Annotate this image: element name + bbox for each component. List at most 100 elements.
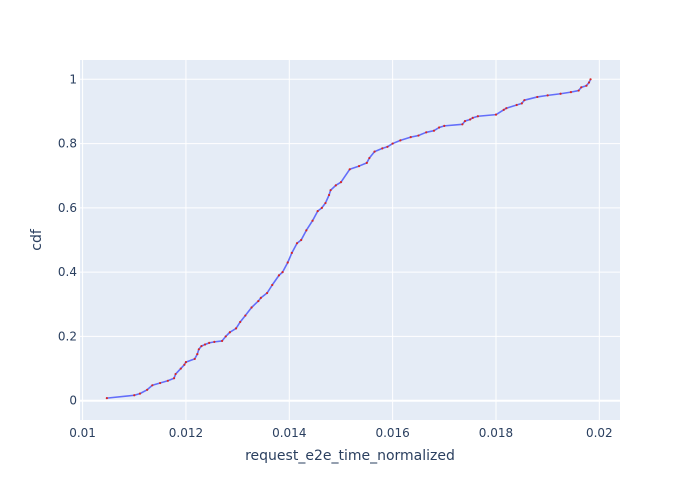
cdf-point [546, 94, 549, 97]
y-tick-label: 0.6 [58, 201, 77, 215]
cdf-point [320, 206, 323, 209]
series-layer [105, 78, 592, 400]
cdf-point [257, 299, 260, 303]
y-axis-ticks: 0 0.2 0.4 0.6 0.8 1 [58, 72, 77, 407]
cdf-point [520, 102, 523, 105]
cdf-point [589, 78, 592, 81]
cdf-point [585, 84, 588, 87]
cdf-point [339, 181, 343, 184]
cdf-point [138, 392, 142, 395]
cdf-point [327, 193, 331, 197]
cdf-point [200, 344, 203, 348]
cdf-point [174, 372, 177, 376]
cdf-point [463, 119, 467, 123]
cdf-point [443, 124, 446, 127]
cdf-point [183, 363, 186, 366]
cdf-point [196, 353, 199, 356]
cdf-point [399, 139, 402, 142]
cdf-point [461, 123, 464, 126]
cdf-point [569, 91, 573, 94]
cdf-point [105, 397, 108, 400]
cdf-point [172, 377, 176, 380]
cdf-point [432, 129, 436, 132]
cdf-point [133, 394, 136, 397]
cdf-point [234, 327, 238, 330]
cdf-point [159, 381, 162, 385]
cdf-point [179, 367, 182, 370]
x-tick-label: 0.014 [272, 426, 306, 440]
cdf-point [295, 242, 299, 245]
y-tick-label: 0.2 [58, 329, 77, 343]
cdf-point [469, 118, 472, 121]
cdf-point [587, 81, 591, 84]
cdf-point [536, 95, 539, 99]
cdf-point [357, 164, 361, 168]
cdf-point [368, 156, 371, 160]
y-tick-label: 0.8 [58, 137, 77, 151]
cdf-point [409, 136, 412, 139]
x-axis-ticks: 0.01 0.012 0.014 0.016 0.018 0.02 [69, 426, 612, 440]
cdf-point [221, 339, 224, 343]
y-tick-label: 0 [69, 394, 77, 408]
cdf-point [523, 99, 526, 102]
cdf-point [348, 168, 351, 171]
x-tick-label: 0.016 [375, 426, 409, 440]
cdf-point [515, 103, 518, 107]
cdf-point [324, 201, 327, 205]
cdf-point [577, 89, 580, 92]
cdf-point [151, 384, 154, 387]
cdf-point [197, 348, 200, 351]
cdf-point [228, 331, 231, 334]
cdf-point [502, 108, 505, 111]
cdf-point [373, 150, 376, 153]
cdf-point [391, 142, 394, 145]
cdf-point [329, 189, 332, 192]
cdf-point [277, 274, 281, 277]
y-tick-label: 1 [69, 72, 77, 86]
plot-area [80, 60, 620, 420]
x-tick-label: 0.01 [69, 426, 96, 440]
cdf-point [305, 229, 308, 232]
x-axis-title: request_e2e_time_normalized [245, 448, 455, 464]
cdf-point [265, 291, 269, 295]
y-tick-label: 0.4 [58, 265, 77, 279]
cdf-point [386, 145, 389, 148]
cdf-point [239, 320, 242, 324]
cdf-point [184, 361, 188, 364]
cdf-point [244, 314, 247, 317]
cdf-point [290, 251, 293, 254]
y-axis-title: cdf [29, 228, 45, 251]
cdf-point [471, 116, 474, 119]
cdf-point [505, 107, 508, 110]
cdf-point [193, 357, 196, 361]
cdf-point [300, 238, 303, 242]
cdf-point [311, 219, 314, 222]
cdf-point [476, 115, 479, 118]
cdf-point [203, 343, 207, 346]
cdf-point [559, 92, 562, 95]
cdf-point [334, 184, 337, 187]
cdf-point [208, 341, 211, 344]
x-tick-label: 0.02 [586, 426, 613, 440]
cdf-point [286, 261, 289, 264]
cdf-point [381, 147, 384, 150]
cdf-point [213, 340, 216, 343]
cdf-point [494, 113, 498, 116]
cdf-point [580, 86, 583, 89]
cdf-point [417, 134, 420, 137]
cdf-point [425, 131, 428, 134]
cdf-point [259, 296, 262, 299]
grid-layer [80, 60, 620, 420]
cdf-point [250, 306, 253, 309]
cdf-point [365, 161, 368, 164]
x-tick-label: 0.018 [479, 426, 513, 440]
cdf-point [281, 271, 284, 274]
cdf-point [438, 126, 441, 129]
x-tick-label: 0.012 [169, 426, 203, 440]
cdf-point [316, 209, 319, 213]
cdf-point [224, 335, 227, 338]
cdf-point [146, 388, 149, 391]
cdf-point [271, 283, 274, 287]
